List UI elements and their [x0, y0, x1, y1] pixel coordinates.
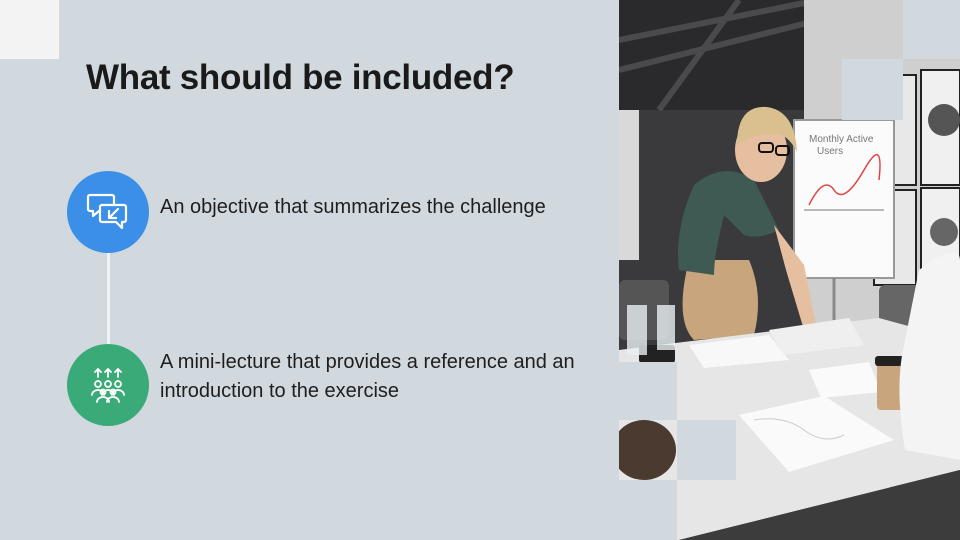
timeline-connector [107, 252, 110, 347]
decorative-square [903, 0, 960, 59]
whiteboard-text-line2: Users [817, 146, 843, 157]
mini-lecture-icon-circle [67, 344, 149, 426]
meeting-photo: Monthly Active Users [619, 0, 960, 540]
chat-bubbles-icon [86, 193, 128, 230]
decorative-square [619, 480, 677, 540]
objective-item-text: An objective that summarizes the challen… [160, 196, 546, 218]
group-presentation-icon [91, 368, 125, 403]
corner-decoration [0, 0, 59, 59]
mini-lecture-item-text: A mini-lecture that provides a reference… [160, 351, 575, 402]
objective-icon-circle [67, 171, 149, 253]
whiteboard-text-line1: Monthly Active [809, 134, 874, 145]
slide-title: What should be included? [86, 58, 515, 97]
decorative-square [842, 59, 903, 120]
decorative-square [677, 420, 736, 480]
decorative-square [619, 362, 677, 420]
